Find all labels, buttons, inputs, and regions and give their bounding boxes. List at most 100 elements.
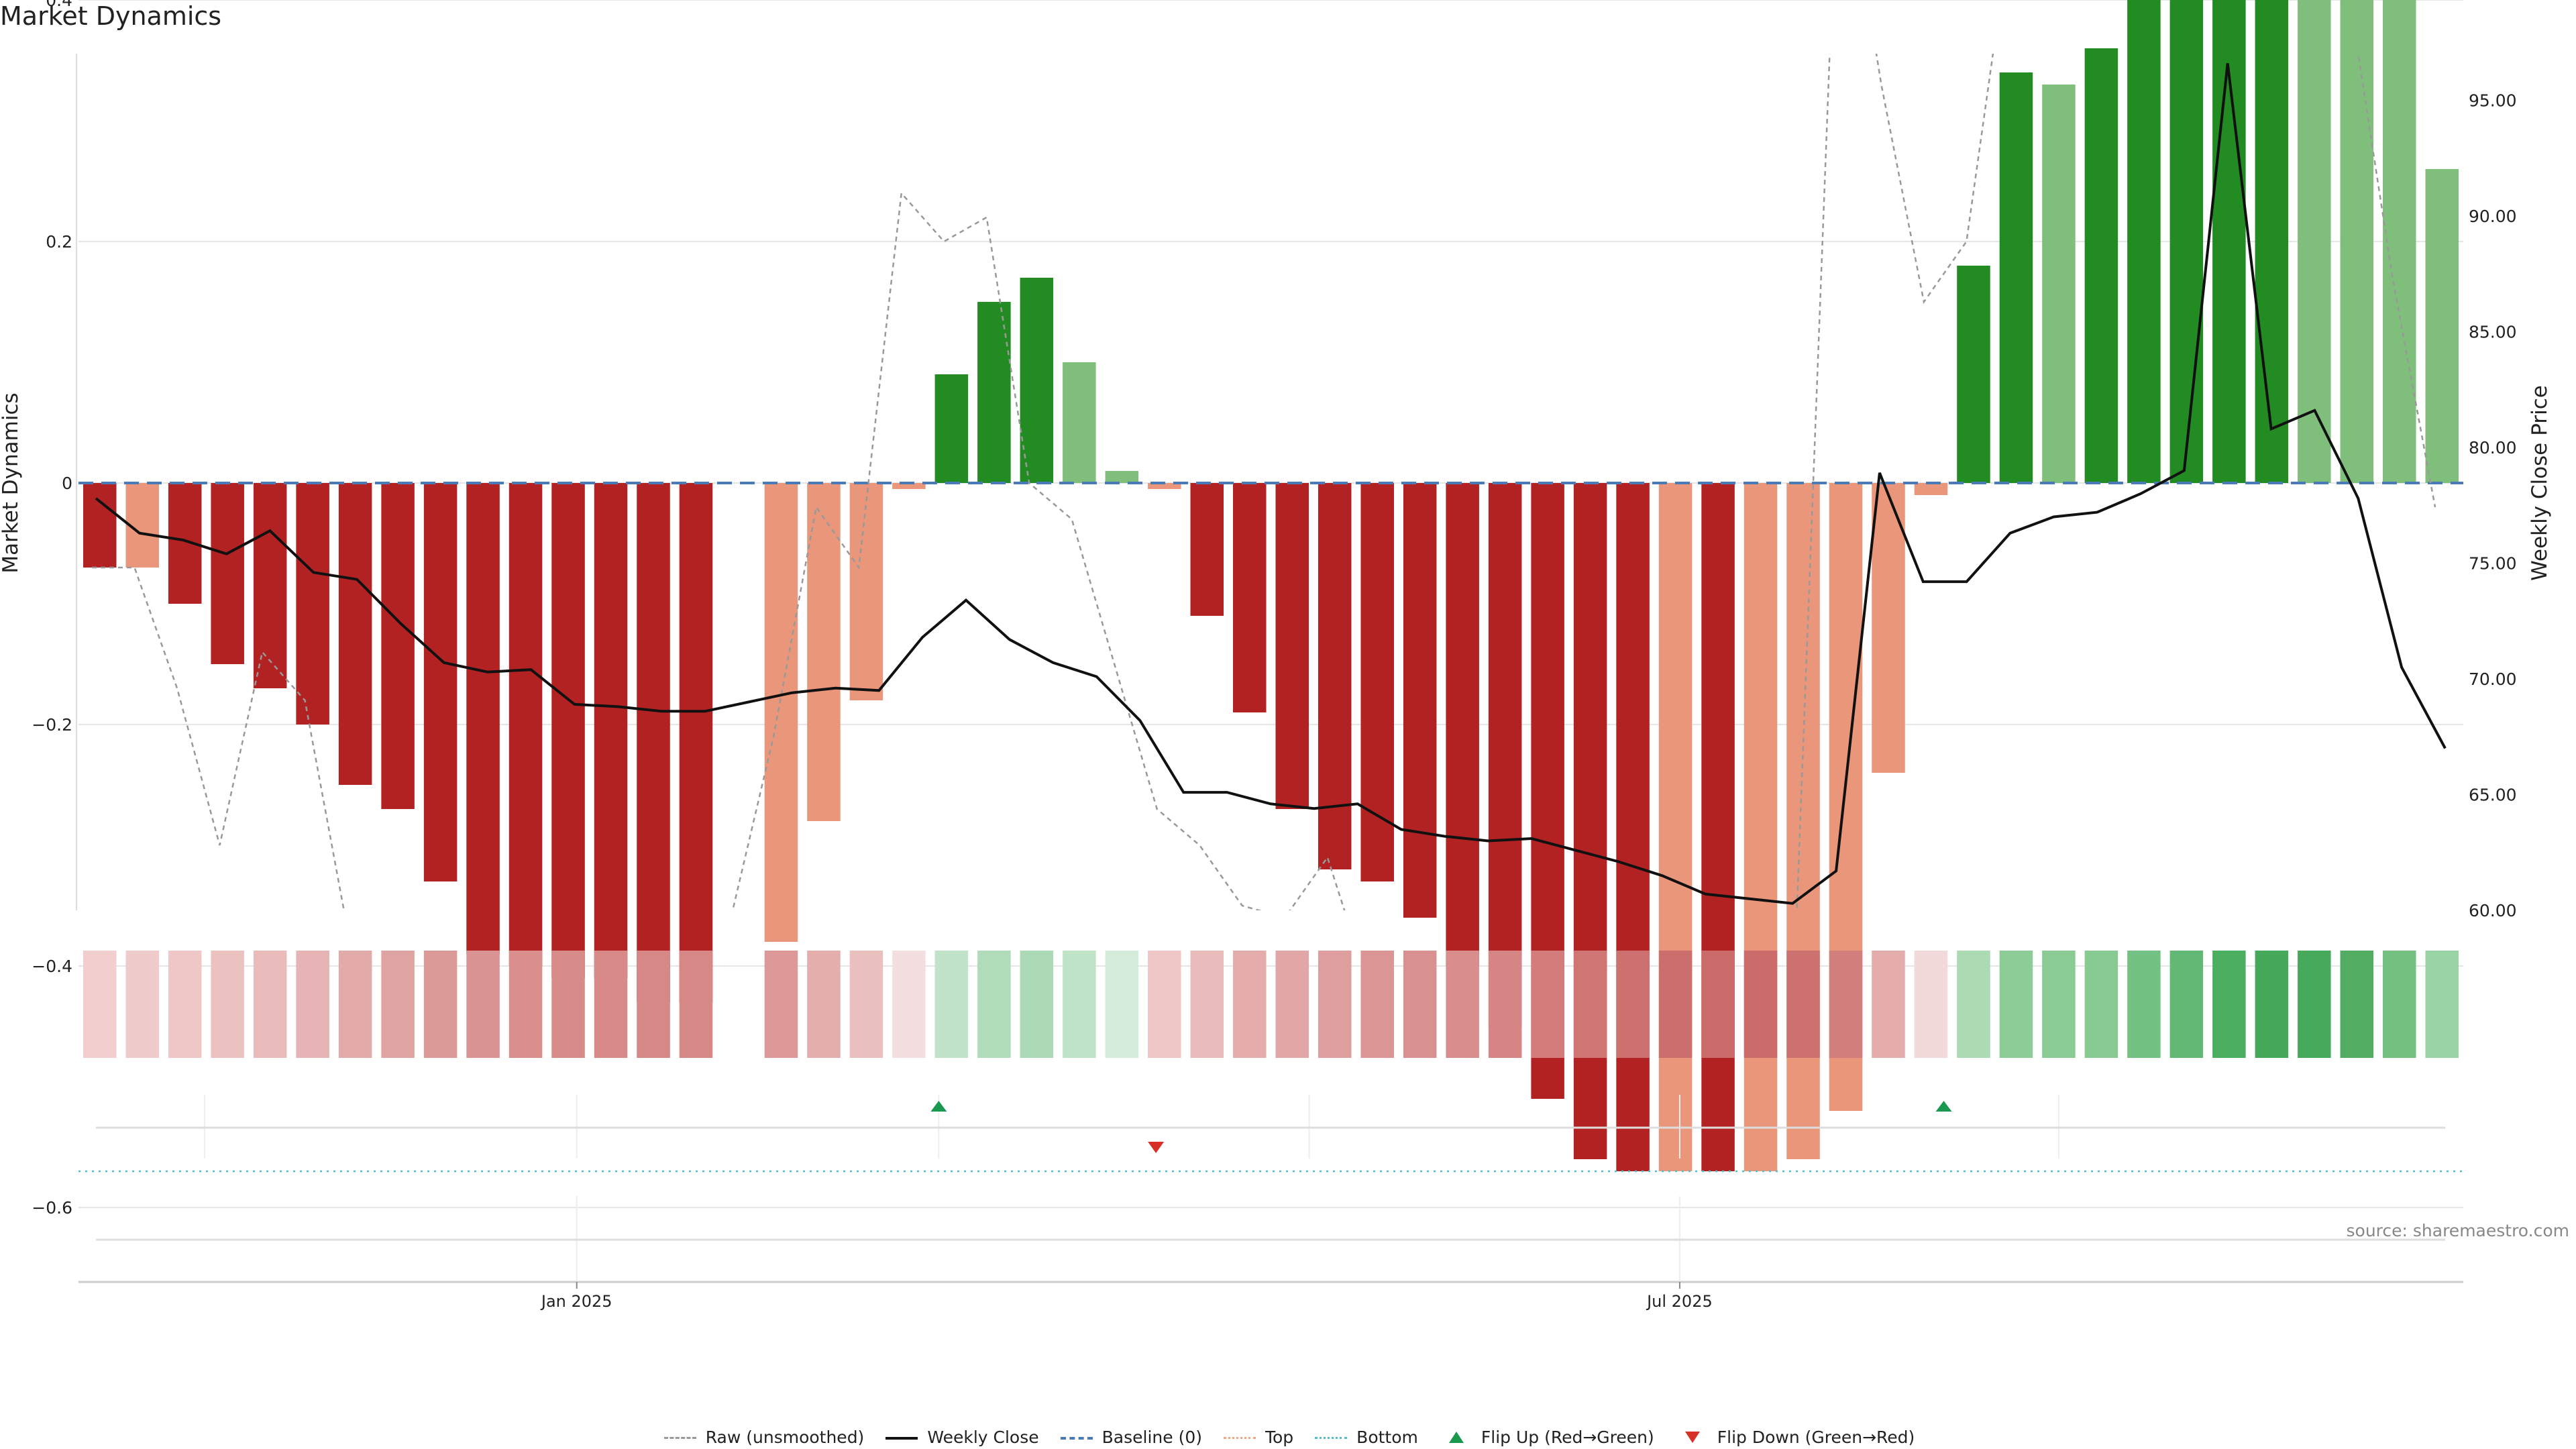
y2-tick-label: 95.00 bbox=[2469, 91, 2517, 111]
bar bbox=[1914, 483, 1948, 495]
bar bbox=[892, 483, 926, 489]
heat-cell bbox=[83, 951, 117, 1058]
bar bbox=[338, 483, 372, 785]
heat-cell bbox=[2383, 951, 2416, 1058]
heat-cell bbox=[423, 951, 458, 1058]
flip-down-marker bbox=[1148, 1142, 1165, 1153]
bar bbox=[1233, 483, 1267, 712]
bar bbox=[296, 483, 329, 724]
heat-cell bbox=[1275, 951, 1309, 1058]
bar bbox=[2084, 48, 2118, 483]
heat-cell bbox=[1446, 951, 1479, 1058]
bar bbox=[551, 483, 585, 978]
bar bbox=[2127, 0, 2161, 483]
legend-item-raw: Raw (unsmoothed) bbox=[661, 1428, 865, 1447]
flip-up-marker bbox=[1935, 1101, 1952, 1112]
heat-cell bbox=[1488, 951, 1522, 1058]
raw-legend-line bbox=[663, 1436, 696, 1439]
heat-cell bbox=[1872, 951, 1905, 1058]
bar bbox=[1190, 483, 1224, 616]
heat-cell bbox=[125, 951, 159, 1058]
bar bbox=[1872, 483, 1905, 773]
heat-cell bbox=[381, 951, 415, 1058]
heat-cell bbox=[1190, 951, 1224, 1058]
bar bbox=[1275, 483, 1309, 809]
y2-tick-label: 75.00 bbox=[2469, 554, 2517, 574]
heat-cell bbox=[1829, 951, 1863, 1058]
heat-cell bbox=[211, 951, 244, 1058]
legend-item-baseline: Baseline (0) bbox=[1058, 1428, 1202, 1447]
x-tick-label: Jan 2025 bbox=[540, 1292, 612, 1311]
top-legend-line bbox=[1223, 1436, 1256, 1439]
y2-tick-label: 65.00 bbox=[2469, 786, 2517, 805]
legend-item-flip_down: Flip Down (Green→Red) bbox=[1673, 1428, 1915, 1447]
bottom-legend-line bbox=[1315, 1436, 1348, 1439]
bar bbox=[2169, 0, 2204, 483]
bar bbox=[977, 302, 1011, 483]
heat-cell bbox=[1531, 951, 1564, 1058]
heat-cell bbox=[2084, 951, 2118, 1058]
bar bbox=[1701, 483, 1735, 1171]
bar bbox=[2425, 169, 2459, 483]
bar bbox=[1658, 483, 1693, 1171]
bar bbox=[253, 483, 287, 688]
bar bbox=[1957, 266, 1990, 483]
flip_up-legend-symbol bbox=[1437, 1430, 1474, 1445]
legend-label: Raw (unsmoothed) bbox=[705, 1428, 865, 1447]
bar bbox=[1488, 483, 1522, 1026]
heat-cell bbox=[1360, 951, 1394, 1058]
bar bbox=[466, 483, 500, 954]
heat-cell bbox=[2340, 951, 2374, 1058]
x-tick-label: Jul 2025 bbox=[1646, 1292, 1713, 1311]
legend-item-close: Weekly Close bbox=[883, 1428, 1039, 1447]
bar bbox=[934, 374, 969, 483]
heat-cell bbox=[2169, 951, 2204, 1058]
heat-cell bbox=[1020, 951, 1054, 1058]
legend-item-top: Top bbox=[1221, 1428, 1293, 1447]
bar bbox=[1063, 362, 1096, 483]
heat-cell bbox=[1743, 951, 1778, 1058]
heat-cell bbox=[1403, 951, 1437, 1058]
heat-cell bbox=[679, 951, 713, 1058]
legend-label: Flip Up (Red→Green) bbox=[1481, 1428, 1654, 1447]
heat-cell bbox=[1573, 951, 1607, 1058]
heat-cell bbox=[551, 951, 585, 1058]
legend-item-flip_up: Flip Up (Red→Green) bbox=[1437, 1428, 1654, 1447]
bar bbox=[1148, 483, 1181, 489]
heat-cell bbox=[1063, 951, 1096, 1058]
y2-tick-label: 80.00 bbox=[2469, 438, 2517, 458]
flip-up-marker bbox=[930, 1101, 947, 1112]
y-tick-label: −0.2 bbox=[32, 715, 72, 735]
flip_down-legend-symbol bbox=[1673, 1430, 1711, 1445]
close-legend-symbol bbox=[883, 1430, 920, 1445]
bar bbox=[1616, 483, 1650, 1171]
bar bbox=[637, 483, 670, 1002]
heat-cell bbox=[849, 951, 883, 1058]
flip_up-legend-marker bbox=[1448, 1431, 1464, 1443]
heat-cell bbox=[1233, 951, 1267, 1058]
heat-cell bbox=[1148, 951, 1181, 1058]
heat-cell bbox=[2425, 951, 2459, 1058]
heat-cell bbox=[253, 951, 287, 1058]
bar bbox=[1403, 483, 1437, 918]
y-tick-label: 0.2 bbox=[46, 232, 72, 252]
heat-cell bbox=[2255, 951, 2289, 1058]
flip_down-legend-marker bbox=[1684, 1431, 1700, 1443]
bar bbox=[679, 483, 713, 1002]
bar bbox=[2042, 85, 2076, 483]
bar bbox=[849, 483, 883, 700]
bar bbox=[83, 483, 117, 568]
heat-cell bbox=[2127, 951, 2161, 1058]
y2-tick-label: 70.00 bbox=[2469, 669, 2517, 689]
legend-label: Weekly Close bbox=[927, 1428, 1039, 1447]
heat-cell bbox=[1318, 951, 1352, 1058]
heat-cell bbox=[296, 951, 329, 1058]
top-legend-symbol bbox=[1221, 1430, 1258, 1445]
heat-cell bbox=[2042, 951, 2076, 1058]
y2-tick-label: 60.00 bbox=[2469, 901, 2517, 920]
legend-item-bottom: Bottom bbox=[1312, 1428, 1418, 1447]
heat-cell bbox=[2212, 951, 2246, 1058]
bar bbox=[1105, 471, 1139, 483]
bar bbox=[2340, 0, 2374, 483]
